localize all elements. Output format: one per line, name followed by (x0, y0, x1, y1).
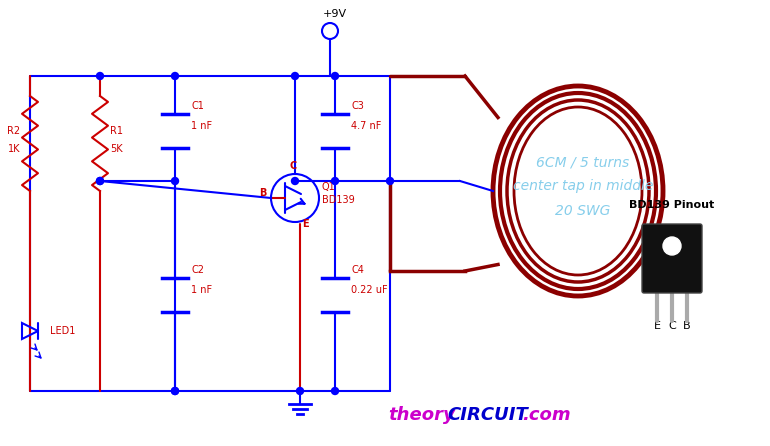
FancyBboxPatch shape (642, 224, 702, 293)
Circle shape (663, 237, 681, 255)
Circle shape (292, 178, 299, 185)
Text: 5K: 5K (110, 144, 122, 153)
Circle shape (172, 73, 179, 79)
Text: 1 nF: 1 nF (191, 285, 212, 295)
Circle shape (332, 388, 339, 395)
Text: +9V: +9V (323, 9, 347, 19)
Text: CIRCUIT: CIRCUIT (447, 406, 527, 424)
Text: BD139 Pinout: BD139 Pinout (629, 200, 715, 210)
Text: R2: R2 (8, 125, 21, 136)
Circle shape (172, 178, 179, 185)
Circle shape (332, 178, 339, 185)
Text: 6CM / 5 turns: 6CM / 5 turns (537, 156, 630, 170)
Text: BD139: BD139 (322, 195, 355, 205)
Text: B: B (683, 321, 691, 331)
Circle shape (387, 178, 393, 185)
Circle shape (296, 388, 303, 395)
Circle shape (332, 73, 339, 79)
Circle shape (96, 178, 103, 185)
Text: R1: R1 (110, 125, 123, 136)
Text: E: E (302, 219, 308, 229)
Text: center tap in middle: center tap in middle (513, 179, 653, 193)
Text: 1K: 1K (8, 144, 20, 153)
Text: 1 nF: 1 nF (191, 121, 212, 131)
Text: B: B (259, 188, 267, 198)
Text: 4.7 nF: 4.7 nF (351, 121, 381, 131)
Text: C3: C3 (351, 101, 364, 111)
Circle shape (172, 388, 179, 395)
Text: E: E (654, 321, 661, 331)
Text: 0.22 uF: 0.22 uF (351, 285, 387, 295)
Text: .com: .com (522, 406, 571, 424)
Text: C2: C2 (191, 265, 204, 275)
Text: C: C (290, 161, 296, 171)
Text: 20 SWG: 20 SWG (555, 204, 611, 218)
Circle shape (96, 73, 103, 79)
Text: Q1: Q1 (322, 182, 336, 192)
Circle shape (96, 178, 103, 185)
Text: theory: theory (388, 406, 455, 424)
Text: C1: C1 (191, 101, 204, 111)
Circle shape (292, 73, 299, 79)
Text: LED1: LED1 (50, 326, 75, 336)
Circle shape (172, 388, 179, 395)
Text: C: C (668, 321, 676, 331)
Text: C4: C4 (351, 265, 364, 275)
